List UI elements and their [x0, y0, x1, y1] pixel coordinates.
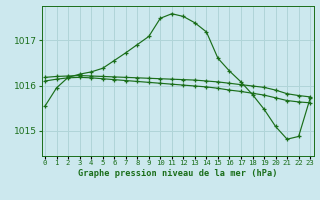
X-axis label: Graphe pression niveau de la mer (hPa): Graphe pression niveau de la mer (hPa): [78, 169, 277, 178]
